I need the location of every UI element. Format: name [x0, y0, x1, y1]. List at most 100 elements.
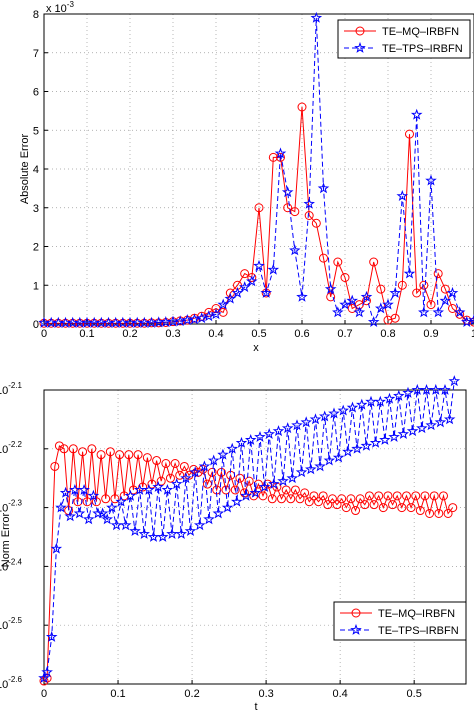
data-point-circle — [369, 257, 379, 267]
x-tick-label: 0.4 — [208, 328, 223, 340]
data-point-star — [272, 425, 285, 437]
series-line — [44, 17, 474, 324]
data-point-circle — [96, 450, 106, 460]
data-point-star — [305, 463, 317, 475]
data-point-circle — [378, 503, 388, 513]
x-tick-label: 0.2 — [184, 688, 199, 700]
data-point-circle — [110, 494, 120, 504]
legend-marker — [351, 608, 361, 618]
data-point-star — [254, 430, 266, 443]
data-point-star — [226, 442, 239, 454]
data-point-star — [300, 416, 313, 428]
legend-label: TE–MQ–IRBFN — [382, 26, 459, 38]
data-point-star — [180, 472, 192, 484]
data-point-star — [170, 478, 183, 489]
y-axis-label: Norm Error — [0, 512, 12, 567]
data-point-star — [286, 472, 299, 484]
x-tick-label: 0.3 — [165, 328, 180, 340]
data-point-circle — [392, 491, 402, 501]
data-point-circle — [54, 441, 64, 451]
data-point-star — [69, 483, 81, 495]
data-point-star — [230, 495, 243, 507]
data-point-star — [379, 434, 391, 445]
data-point-star — [360, 439, 373, 451]
data-point-circle — [290, 485, 300, 495]
data-point-circle — [434, 508, 444, 518]
x-tick-label: 0.9 — [423, 328, 438, 340]
data-point-circle — [165, 473, 175, 483]
y-tick-label: 10-2.2 — [0, 440, 23, 456]
data-point-star — [383, 392, 396, 404]
legend-label: TE–TPS–IRBFN — [378, 625, 459, 637]
data-point-circle — [87, 444, 97, 454]
data-point-star — [351, 442, 363, 454]
data-point-star — [460, 316, 473, 327]
data-point-star — [369, 436, 382, 448]
data-point-star — [289, 244, 301, 256]
data-point-star — [249, 486, 262, 498]
data-point-circle — [369, 500, 379, 510]
data-point-circle — [304, 497, 314, 507]
data-point-star — [439, 383, 451, 395]
data-point-circle — [455, 309, 465, 319]
data-point-circle — [351, 506, 361, 516]
data-point-star — [324, 283, 337, 294]
data-point-circle — [50, 461, 60, 471]
data-point-circle — [78, 447, 88, 457]
data-point-circle — [337, 494, 347, 504]
series-line — [44, 106, 474, 324]
data-point-star — [217, 298, 230, 310]
data-point-circle — [175, 470, 185, 480]
data-point-star — [309, 413, 322, 425]
data-point-star — [332, 451, 345, 463]
y-tick-exponent: -2.2 — [8, 440, 22, 449]
data-point-circle — [360, 500, 370, 510]
data-point-star — [393, 389, 405, 401]
y-tick-exponent: -2.1 — [8, 381, 22, 390]
data-point-circle — [364, 491, 374, 501]
data-point-star — [429, 383, 442, 395]
data-point-star — [295, 466, 308, 478]
data-point-circle — [340, 273, 350, 282]
x-tick-label: 0.2 — [122, 328, 137, 340]
data-point-star — [59, 486, 72, 498]
data-point-circle — [115, 450, 125, 460]
y-tick-label: 0 — [33, 319, 39, 331]
data-point-star — [374, 395, 386, 407]
data-point-circle — [419, 280, 429, 290]
data-point-star — [328, 407, 340, 419]
data-point-star — [138, 528, 150, 539]
data-point-star — [258, 480, 271, 492]
data-point-circle — [323, 500, 333, 510]
data-point-star — [332, 306, 344, 318]
data-point-star — [253, 259, 265, 271]
data-point-star — [235, 436, 248, 448]
data-point-star — [38, 672, 50, 683]
x-tick-label: 0 — [41, 328, 47, 340]
legend-box — [337, 19, 471, 59]
data-point-star — [193, 519, 206, 531]
y-tick-exponent: -2.5 — [8, 616, 22, 625]
data-point-star — [323, 454, 336, 466]
y-tick-exponent: -2.4 — [8, 557, 22, 566]
data-point-star — [468, 314, 474, 325]
data-point-star — [147, 530, 160, 542]
data-point-star — [120, 519, 132, 531]
data-point-circle — [295, 494, 305, 504]
series-1 — [38, 375, 461, 683]
data-point-circle — [411, 491, 421, 501]
data-point-circle — [406, 503, 416, 513]
data-point-star — [303, 197, 315, 209]
data-point-star — [189, 466, 202, 478]
data-point-star — [342, 445, 354, 457]
data-point-star — [346, 401, 359, 413]
data-point-circle — [383, 491, 393, 501]
data-point-circle — [333, 257, 343, 267]
data-point-star — [161, 483, 174, 495]
x-tick-label: 0.5 — [407, 688, 422, 700]
data-point-circle — [68, 444, 78, 454]
data-point-circle — [309, 491, 319, 501]
data-point-star — [110, 519, 123, 531]
data-point-star — [195, 312, 208, 324]
data-point-circle — [91, 497, 101, 507]
